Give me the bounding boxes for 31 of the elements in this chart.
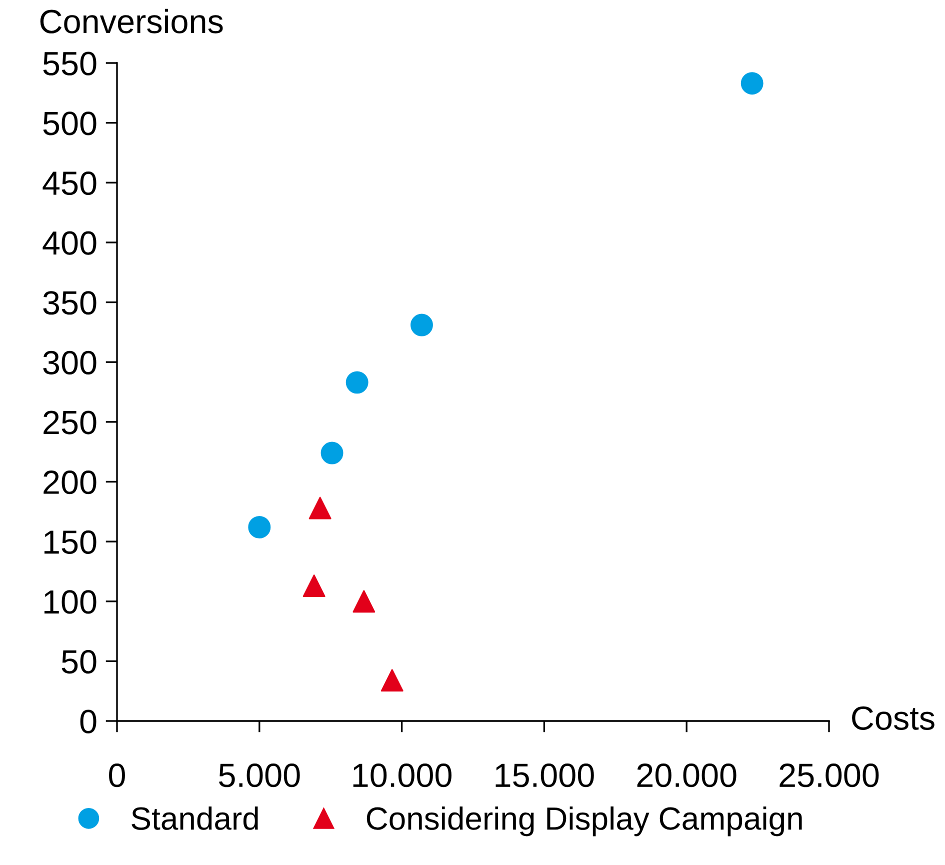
x-tick-label: 5.000 (219, 764, 300, 788)
point (320, 442, 344, 464)
x-axis-title: Costs (852, 706, 934, 730)
legend-label: Standard (132, 806, 258, 830)
x-tick-label: 10.000 (353, 764, 452, 788)
y-tick-label: 250 (44, 410, 96, 434)
legend-label: Considering Display Campaign (366, 806, 802, 836)
y-tick-label: 0 (80, 710, 96, 734)
x-tick-label: 15.000 (496, 764, 594, 788)
point (346, 371, 368, 394)
y-tick-label: 500 (43, 112, 96, 136)
y-tick-label: 100 (44, 590, 96, 614)
y-tick-label: 200 (44, 470, 96, 494)
point (740, 72, 764, 95)
y-tick-label: 50 (62, 650, 96, 674)
point (380, 669, 404, 692)
y-axis-title: Conversions (40, 8, 223, 34)
point (410, 314, 433, 336)
x-tick-label: 0 (109, 764, 125, 788)
y-tick-label: 150 (44, 530, 96, 554)
y-tick-label: 550 (43, 52, 96, 76)
point (352, 590, 376, 613)
y-tick-label: 400 (42, 231, 96, 255)
y-tick-label: 300 (43, 350, 96, 374)
point (308, 496, 332, 520)
point (302, 574, 326, 598)
x-tick-label: 25.000 (780, 764, 879, 788)
y-tick-label: 450 (42, 171, 96, 196)
point (248, 516, 271, 538)
y-tick-label: 350 (43, 291, 96, 315)
x-tick-label: 20.000 (637, 764, 736, 788)
